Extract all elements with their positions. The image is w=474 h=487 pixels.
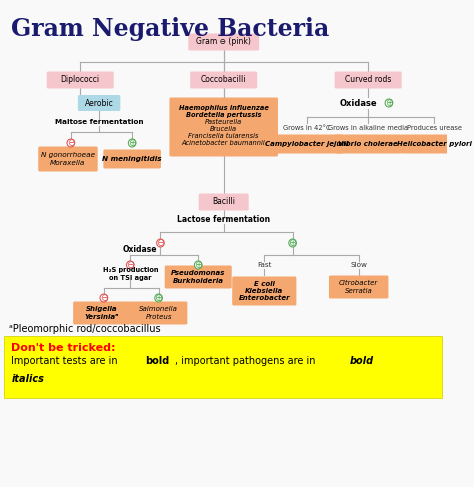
Circle shape xyxy=(289,239,296,247)
Text: ⊖: ⊖ xyxy=(156,238,164,248)
FancyBboxPatch shape xyxy=(188,34,259,51)
Text: Helicobacter pylori: Helicobacter pylori xyxy=(397,141,472,147)
Text: Pasteurella: Pasteurella xyxy=(205,119,242,125)
Circle shape xyxy=(67,139,74,147)
FancyBboxPatch shape xyxy=(38,147,98,171)
Text: Citrobacter
Serratia: Citrobacter Serratia xyxy=(339,281,378,294)
Text: Bordetella pertussis: Bordetella pertussis xyxy=(186,112,262,118)
Text: ⊕: ⊕ xyxy=(194,260,202,270)
Text: ᵃPleomorphic rod/coccobacillus: ᵃPleomorphic rod/coccobacillus xyxy=(9,324,161,334)
FancyBboxPatch shape xyxy=(164,265,232,288)
Text: Curved rods: Curved rods xyxy=(345,75,392,85)
FancyBboxPatch shape xyxy=(335,134,401,153)
Circle shape xyxy=(155,294,163,302)
FancyBboxPatch shape xyxy=(335,72,401,89)
Text: Vibrio cholerae: Vibrio cholerae xyxy=(338,141,398,147)
Text: Salmonella
Proteus: Salmonella Proteus xyxy=(139,306,178,319)
Text: Lactose fermentation: Lactose fermentation xyxy=(177,216,270,225)
FancyBboxPatch shape xyxy=(232,277,296,305)
Text: Produces urease: Produces urease xyxy=(407,125,462,131)
Text: N meningitidis: N meningitidis xyxy=(102,156,162,162)
FancyBboxPatch shape xyxy=(73,301,131,324)
Text: Fast: Fast xyxy=(257,262,272,268)
Circle shape xyxy=(194,261,202,269)
Text: Pseudomonas
Burkholderia: Pseudomonas Burkholderia xyxy=(171,270,226,283)
FancyBboxPatch shape xyxy=(271,134,343,153)
Text: ⊕: ⊕ xyxy=(289,238,297,248)
FancyBboxPatch shape xyxy=(103,150,161,169)
Text: ⊕: ⊕ xyxy=(128,138,136,148)
Text: Important tests are in: Important tests are in xyxy=(11,356,121,366)
Text: Diplococci: Diplococci xyxy=(61,75,100,85)
FancyBboxPatch shape xyxy=(130,301,187,324)
Text: italics: italics xyxy=(11,374,44,384)
FancyBboxPatch shape xyxy=(199,193,249,210)
Text: Gram Negative Bacteria: Gram Negative Bacteria xyxy=(11,17,329,41)
Text: ⊖: ⊖ xyxy=(126,260,134,270)
Text: Don't be tricked:: Don't be tricked: xyxy=(11,343,116,353)
Text: Francisella tularensis: Francisella tularensis xyxy=(189,133,259,139)
Text: ⊖: ⊖ xyxy=(100,293,108,303)
Text: Coccobacilli: Coccobacilli xyxy=(201,75,246,85)
Text: bold: bold xyxy=(145,356,169,366)
Circle shape xyxy=(127,261,134,269)
Text: H₂S production
on TSI agar: H₂S production on TSI agar xyxy=(102,267,158,281)
Text: Bacilli: Bacilli xyxy=(212,198,235,206)
FancyBboxPatch shape xyxy=(78,95,120,111)
FancyBboxPatch shape xyxy=(169,97,278,156)
FancyBboxPatch shape xyxy=(401,134,468,153)
Text: Acinetobacter baumannii: Acinetobacter baumannii xyxy=(182,140,265,146)
FancyBboxPatch shape xyxy=(329,276,388,299)
FancyBboxPatch shape xyxy=(47,72,114,89)
Text: bold: bold xyxy=(349,356,374,366)
Text: Maltose fermentation: Maltose fermentation xyxy=(55,119,144,125)
Circle shape xyxy=(385,99,392,107)
Text: E coli
Klebsiella
Enterobacter: E coli Klebsiella Enterobacter xyxy=(238,281,290,301)
Text: N gonorrhoeae
Moraxella: N gonorrhoeae Moraxella xyxy=(41,152,95,166)
FancyBboxPatch shape xyxy=(4,336,442,398)
Text: Slow: Slow xyxy=(350,262,367,268)
Circle shape xyxy=(128,139,136,147)
Text: Grows in 42°C: Grows in 42°C xyxy=(283,125,330,131)
Text: Shigella
Yersiniaᵃ: Shigella Yersiniaᵃ xyxy=(85,306,119,319)
Text: ⊖: ⊖ xyxy=(67,138,75,148)
Text: ⊕: ⊕ xyxy=(385,98,393,108)
Text: , important pathogens are in: , important pathogens are in xyxy=(174,356,318,366)
Text: Oxidase: Oxidase xyxy=(122,244,157,254)
Text: Oxidase: Oxidase xyxy=(340,98,377,108)
Text: Grows in alkaline media: Grows in alkaline media xyxy=(328,125,408,131)
Text: Brucella: Brucella xyxy=(210,126,237,132)
FancyBboxPatch shape xyxy=(190,72,257,89)
Text: Gram ⊖ (pink): Gram ⊖ (pink) xyxy=(196,37,251,46)
Circle shape xyxy=(100,294,108,302)
Text: Haemophilus influenzae: Haemophilus influenzae xyxy=(179,105,269,111)
Text: Campylobacter jejuni: Campylobacter jejuni xyxy=(265,141,349,147)
Text: Aerobic: Aerobic xyxy=(85,98,113,108)
Text: ⊕: ⊕ xyxy=(155,293,163,303)
Circle shape xyxy=(157,239,164,247)
